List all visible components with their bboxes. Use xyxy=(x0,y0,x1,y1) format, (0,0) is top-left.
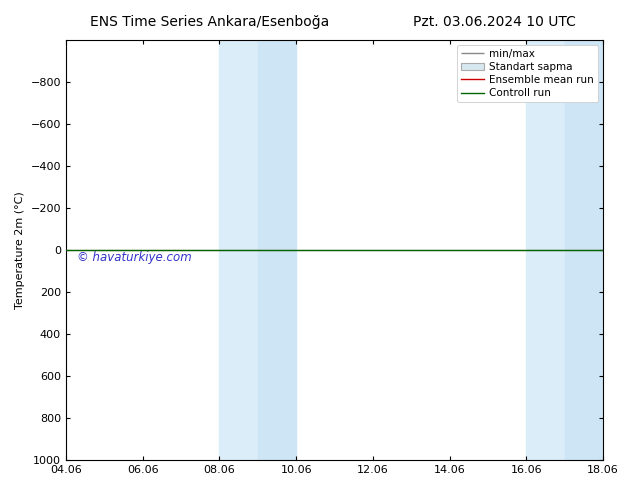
Text: ENS Time Series Ankara/Esenboğa: ENS Time Series Ankara/Esenboğa xyxy=(89,15,329,29)
Text: © havaturkiye.com: © havaturkiye.com xyxy=(77,251,191,264)
Bar xyxy=(526,40,565,460)
Text: Pzt. 03.06.2024 10 UTC: Pzt. 03.06.2024 10 UTC xyxy=(413,15,576,29)
Y-axis label: Temperature 2m (°C): Temperature 2m (°C) xyxy=(15,191,25,309)
Legend: min/max, Standart sapma, Ensemble mean run, Controll run: min/max, Standart sapma, Ensemble mean r… xyxy=(456,45,598,102)
Bar xyxy=(219,40,258,460)
Bar xyxy=(565,40,603,460)
Bar xyxy=(258,40,296,460)
